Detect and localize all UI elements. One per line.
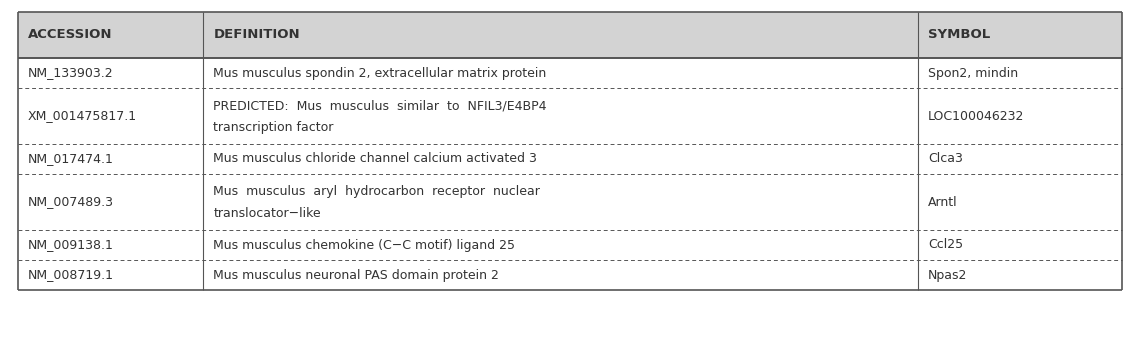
Text: Mus musculus neuronal PAS domain protein 2: Mus musculus neuronal PAS domain protein… — [213, 269, 499, 281]
Text: Ccl25: Ccl25 — [928, 238, 963, 252]
Bar — [18, 88, 1122, 144]
Bar — [18, 260, 1122, 290]
Text: Arntl: Arntl — [928, 195, 958, 209]
Bar — [18, 58, 1122, 88]
Text: Clca3: Clca3 — [928, 153, 962, 166]
Text: ACCESSION: ACCESSION — [28, 28, 113, 41]
Text: NM_133903.2: NM_133903.2 — [28, 67, 114, 79]
Text: XM_001475817.1: XM_001475817.1 — [28, 110, 137, 123]
Text: LOC100046232: LOC100046232 — [928, 110, 1024, 123]
Text: NM_017474.1: NM_017474.1 — [28, 153, 114, 166]
Bar — [18, 230, 1122, 260]
Bar — [18, 174, 1122, 230]
Text: SYMBOL: SYMBOL — [928, 28, 990, 41]
Text: Mus musculus chloride channel calcium activated 3: Mus musculus chloride channel calcium ac… — [213, 153, 537, 166]
Text: translocator−like: translocator−like — [213, 207, 321, 220]
Text: Mus musculus chemokine (C−C motif) ligand 25: Mus musculus chemokine (C−C motif) ligan… — [213, 238, 515, 252]
Text: Spon2, mindin: Spon2, mindin — [928, 67, 1018, 79]
Text: Npas2: Npas2 — [928, 269, 967, 281]
Text: NM_007489.3: NM_007489.3 — [28, 195, 114, 209]
Bar — [18, 144, 1122, 174]
Bar — [18, 12, 1122, 58]
Text: NM_009138.1: NM_009138.1 — [28, 238, 114, 252]
Text: PREDICTED:  Mus  musculus  similar  to  NFIL3/E4BP4: PREDICTED: Mus musculus similar to NFIL3… — [213, 99, 547, 112]
Text: Mus  musculus  aryl  hydrocarbon  receptor  nuclear: Mus musculus aryl hydrocarbon receptor n… — [213, 185, 540, 198]
Text: NM_008719.1: NM_008719.1 — [28, 269, 114, 281]
Text: DEFINITION: DEFINITION — [213, 28, 300, 41]
Text: transcription factor: transcription factor — [213, 121, 334, 134]
Text: Mus musculus spondin 2, extracellular matrix protein: Mus musculus spondin 2, extracellular ma… — [213, 67, 547, 79]
